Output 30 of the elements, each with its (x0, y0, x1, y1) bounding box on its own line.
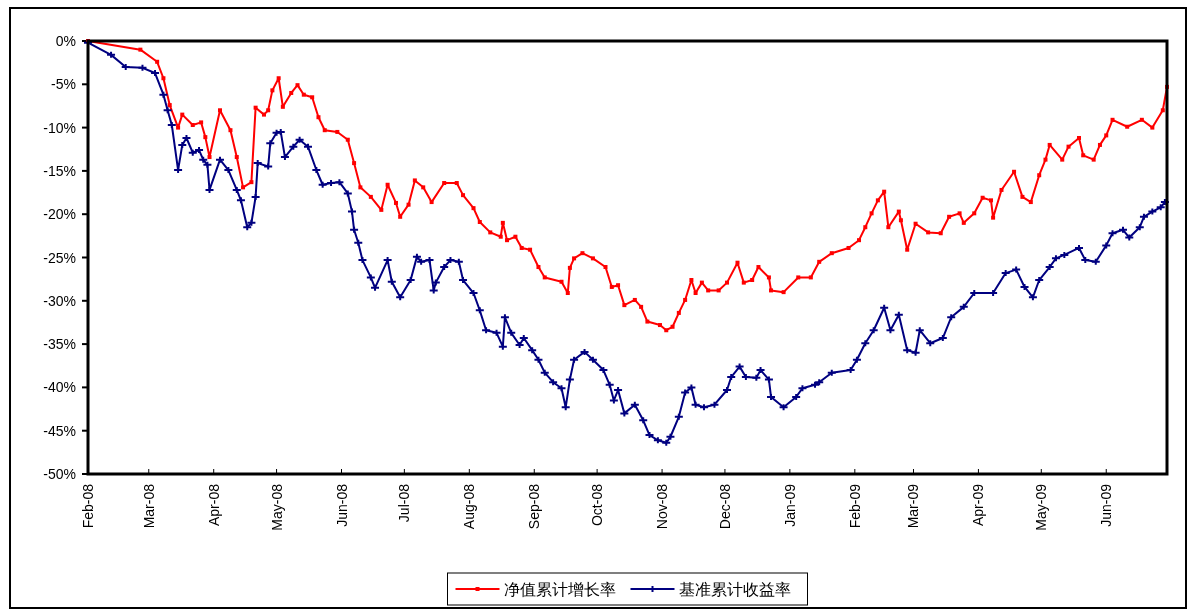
y-tick-label: -35% (43, 336, 76, 353)
x-tick-label: Jan-09 (781, 483, 798, 527)
x-tick-label: Nov-08 (654, 483, 671, 530)
y-tick-label: 0% (55, 33, 76, 49)
x-tick-label: Oct-08 (589, 483, 606, 527)
x-tick-label: Mar-08 (140, 483, 157, 529)
x-tick-label: Aug-08 (461, 483, 478, 530)
x-tick-label: Jun-08 (333, 483, 350, 527)
legend-label: 基准累计收益率 (678, 581, 791, 598)
y-tick-label: -40% (43, 379, 76, 396)
y-tick-label: -30% (43, 292, 76, 309)
legend-label: 净值累计增长率 (503, 581, 616, 598)
x-tick-label: Feb-08 (80, 483, 96, 529)
x-tick-label: Jul-08 (396, 483, 413, 523)
x-tick-label: Sep-08 (526, 483, 543, 530)
x-tick-label: Apr-08 (205, 483, 222, 527)
x-tick-label: Mar-09 (905, 483, 922, 529)
x-tick-label: Dec-08 (716, 483, 733, 530)
y-tick-label: -25% (43, 249, 76, 266)
x-tick-label: Apr-09 (970, 483, 987, 527)
y-tick-label: -20% (43, 206, 76, 223)
x-tick-label: May-08 (268, 483, 285, 531)
x-tick-label: Jun-09 (1098, 483, 1115, 527)
y-tick-label: -50% (43, 466, 76, 482)
y-tick-label: -45% (43, 422, 76, 439)
y-tick-label: -10% (43, 119, 76, 136)
y-tick-label: -15% (43, 162, 76, 179)
x-tick-label: Feb-09 (846, 483, 863, 529)
y-tick-label: -5% (51, 76, 76, 93)
x-tick-label: May-09 (1033, 483, 1050, 531)
